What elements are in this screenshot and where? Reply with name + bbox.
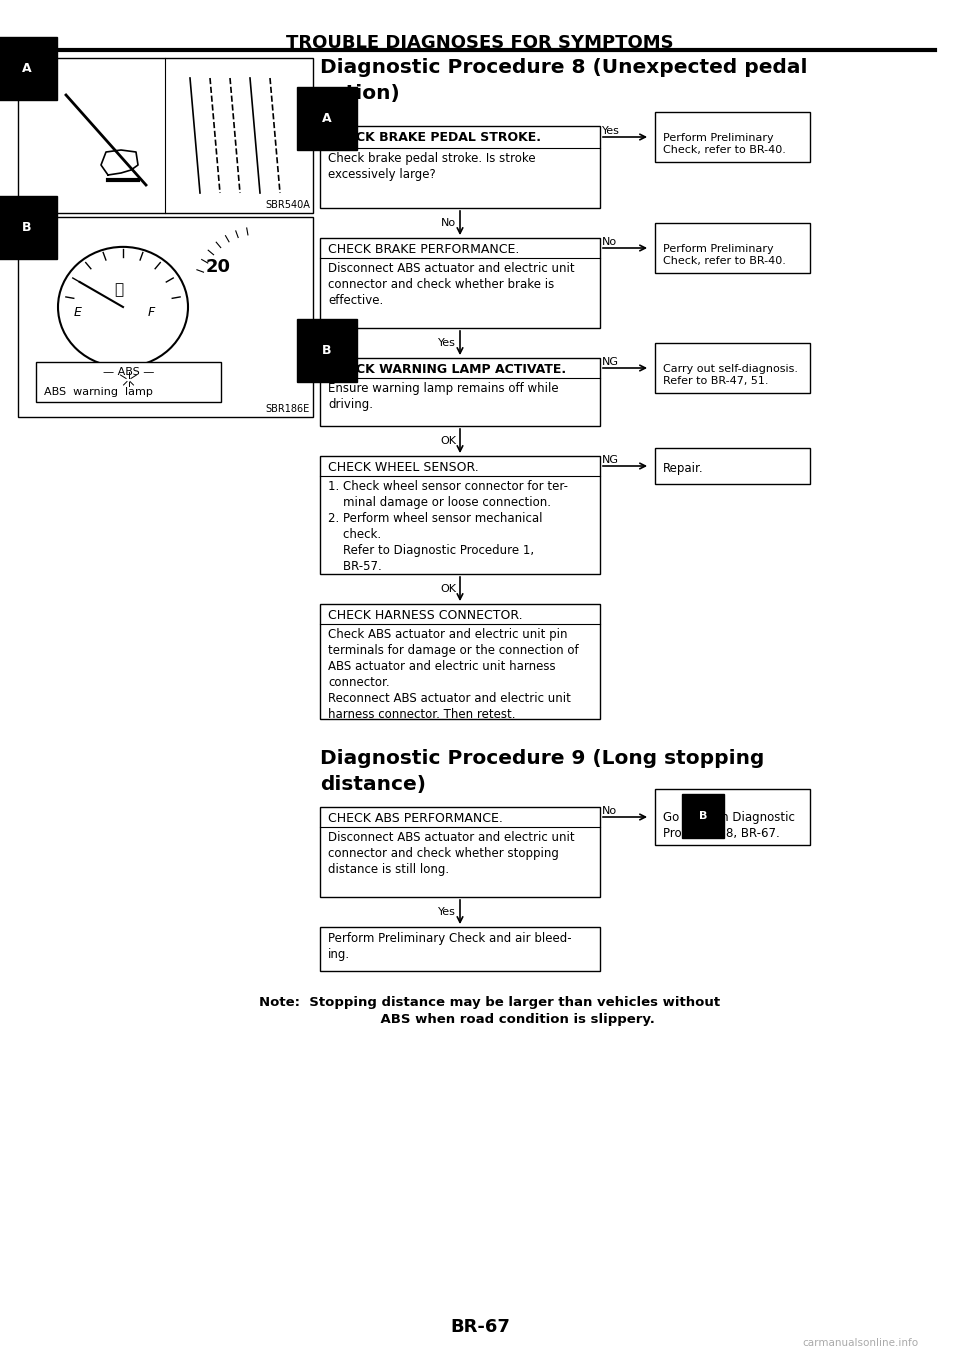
Text: TROUBLE DIAGNOSES FOR SYMPTOMS: TROUBLE DIAGNOSES FOR SYMPTOMS: [286, 34, 674, 52]
Text: CHECK ABS PERFORMANCE.: CHECK ABS PERFORMANCE.: [328, 812, 503, 826]
Text: action): action): [320, 84, 399, 103]
Text: A: A: [22, 62, 32, 75]
Text: in Diagnostic: in Diagnostic: [714, 811, 795, 824]
Text: OK: OK: [440, 584, 456, 593]
Text: — ABS —: — ABS —: [103, 367, 155, 378]
Bar: [655, 789, 810, 845]
Text: ⛽: ⛽: [114, 282, 124, 297]
Text: SBR186E: SBR186E: [266, 403, 310, 414]
Text: BR-67: BR-67: [450, 1319, 510, 1336]
Text: CHECK WHEEL SENSOR.: CHECK WHEEL SENSOR.: [328, 460, 479, 474]
Bar: [36, 363, 221, 402]
Text: Check brake pedal stroke. Is stroke
excessively large?: Check brake pedal stroke. Is stroke exce…: [328, 152, 536, 181]
Text: Disconnect ABS actuator and electric unit
connector and check whether stopping
d: Disconnect ABS actuator and electric uni…: [328, 831, 575, 876]
Text: CHECK HARNESS CONNECTOR.: CHECK HARNESS CONNECTOR.: [328, 608, 522, 622]
Text: Check ABS actuator and electric unit pin
terminals for damage or the connection : Check ABS actuator and electric unit pin…: [328, 627, 579, 721]
Text: OK: OK: [440, 436, 456, 445]
Text: No: No: [602, 807, 617, 816]
Text: Repair.: Repair.: [663, 462, 704, 475]
Bar: [655, 448, 810, 483]
FancyBboxPatch shape: [108, 277, 130, 301]
Text: Procedure 8, BR-67.: Procedure 8, BR-67.: [663, 827, 780, 841]
Bar: [655, 223, 810, 273]
Text: Carry out self-diagnosis.
Refer to BR-47, 51.: Carry out self-diagnosis. Refer to BR-47…: [663, 364, 798, 387]
Text: CHECK BRAKE PERFORMANCE.: CHECK BRAKE PERFORMANCE.: [328, 243, 519, 257]
Text: F: F: [148, 306, 155, 319]
Bar: [320, 604, 600, 718]
Bar: [18, 58, 313, 213]
Text: Perform Preliminary
Check, refer to BR-40.: Perform Preliminary Check, refer to BR-4…: [663, 244, 786, 266]
Text: SBR540A: SBR540A: [265, 200, 310, 210]
Text: NG: NG: [602, 455, 619, 464]
Text: B: B: [322, 344, 331, 357]
Text: Go to: Go to: [663, 811, 699, 824]
Circle shape: [111, 310, 135, 334]
Bar: [320, 238, 600, 329]
Ellipse shape: [58, 247, 188, 367]
Text: Diagnostic Procedure 9 (Long stopping: Diagnostic Procedure 9 (Long stopping: [320, 750, 764, 769]
Text: CHECK WARNING LAMP ACTIVATE.: CHECK WARNING LAMP ACTIVATE.: [328, 363, 566, 376]
Bar: [655, 111, 810, 162]
Text: Yes: Yes: [438, 907, 456, 917]
Text: CHECK BRAKE PEDAL STROKE.: CHECK BRAKE PEDAL STROKE.: [328, 130, 541, 144]
Text: Perform Preliminary Check and air bleed-
ing.: Perform Preliminary Check and air bleed-…: [328, 932, 571, 961]
Text: Yes: Yes: [438, 338, 456, 348]
Bar: [320, 807, 600, 898]
Text: B: B: [699, 811, 708, 822]
Text: ABS  warning  lamp: ABS warning lamp: [44, 387, 153, 397]
Text: carmanualsonline.info: carmanualsonline.info: [802, 1338, 918, 1348]
Text: Yes: Yes: [602, 126, 620, 136]
Text: Disconnect ABS actuator and electric unit
connector and check whether brake is
e: Disconnect ABS actuator and electric uni…: [328, 262, 575, 307]
Text: distance): distance): [320, 775, 426, 794]
Text: A: A: [322, 111, 331, 125]
Bar: [320, 126, 600, 208]
Bar: [320, 928, 600, 971]
Text: NG: NG: [602, 357, 619, 367]
Text: E: E: [74, 306, 82, 319]
Text: Note:  Stopping distance may be larger than vehicles without
            ABS whe: Note: Stopping distance may be larger th…: [259, 995, 721, 1027]
Text: No: No: [441, 219, 456, 228]
Bar: [18, 217, 313, 417]
Text: Ensure warning lamp remains off while
driving.: Ensure warning lamp remains off while dr…: [328, 382, 559, 411]
Text: B: B: [22, 221, 32, 234]
Text: Perform Preliminary
Check, refer to BR-40.: Perform Preliminary Check, refer to BR-4…: [663, 133, 786, 155]
Bar: [320, 359, 600, 426]
Text: Diagnostic Procedure 8 (Unexpected pedal: Diagnostic Procedure 8 (Unexpected pedal: [320, 58, 807, 77]
Text: 1. Check wheel sensor connector for ter-
    minal damage or loose connection.
2: 1. Check wheel sensor connector for ter-…: [328, 479, 568, 573]
Bar: [320, 456, 600, 574]
Bar: [655, 344, 810, 392]
Text: No: No: [602, 238, 617, 247]
Text: 20: 20: [205, 258, 230, 276]
